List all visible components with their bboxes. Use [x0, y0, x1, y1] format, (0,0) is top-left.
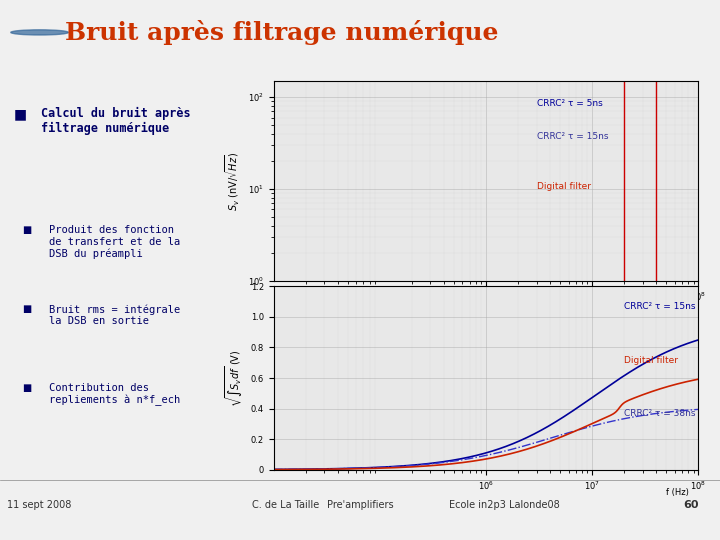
Text: Contribution des
repliements à n*f_ech: Contribution des repliements à n*f_ech	[49, 383, 181, 406]
X-axis label: f (Hz): f (Hz)	[666, 488, 688, 497]
Text: Ecole in2p3 Lalonde08: Ecole in2p3 Lalonde08	[449, 500, 559, 510]
Text: ■: ■	[22, 304, 31, 314]
Text: ■: ■	[22, 383, 31, 393]
Text: Bruit après filtrage numérique: Bruit après filtrage numérique	[65, 20, 498, 45]
Text: 60: 60	[683, 500, 698, 510]
X-axis label: f (Hz): f (Hz)	[666, 297, 688, 306]
Text: Calcul du bruit après
filtrage numérique: Calcul du bruit après filtrage numérique	[41, 107, 191, 136]
Text: CRRC² τ = 38ns: CRRC² τ = 38ns	[624, 409, 696, 418]
Text: ■: ■	[22, 225, 31, 235]
Text: Produit des fonction
de transfert et de la
DSB du préampli: Produit des fonction de transfert et de …	[49, 225, 181, 259]
Text: Digital filter: Digital filter	[624, 356, 678, 364]
Text: 11 sept 2008: 11 sept 2008	[7, 500, 71, 510]
Text: Pre'amplifiers: Pre'amplifiers	[327, 500, 393, 510]
Circle shape	[11, 30, 68, 35]
Text: CRRC² τ = 15ns: CRRC² τ = 15ns	[624, 302, 696, 311]
Text: C. de La Taille: C. de La Taille	[252, 500, 319, 510]
Text: Bruit rms = intégrale
la DSB en sortie: Bruit rms = intégrale la DSB en sortie	[49, 304, 181, 326]
Text: ■: ■	[14, 107, 27, 121]
Text: CRRC² τ = 15ns: CRRC² τ = 15ns	[536, 132, 608, 141]
Text: Digital filter: Digital filter	[536, 182, 590, 191]
Y-axis label: $S_v$ (nV/$\sqrt{Hz}$): $S_v$ (nV/$\sqrt{Hz}$)	[224, 151, 242, 211]
Text: CRRC² τ = 5ns: CRRC² τ = 5ns	[536, 99, 603, 108]
Y-axis label: $\sqrt{\int S_v df}$ (V): $\sqrt{\int S_v df}$ (V)	[223, 349, 245, 407]
